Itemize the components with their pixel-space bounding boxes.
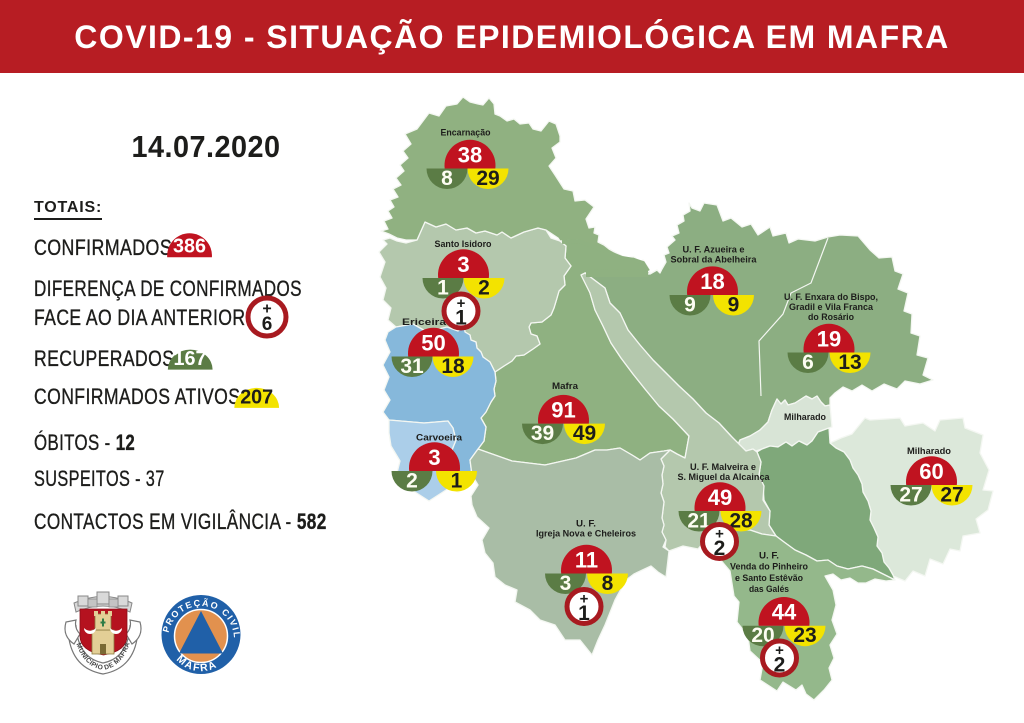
svg-text:8: 8 <box>441 167 453 190</box>
svg-text:91: 91 <box>551 398 575 423</box>
svg-text:Venda do Pinheiro: Venda do Pinheiro <box>730 562 808 573</box>
svg-text:1: 1 <box>455 307 467 330</box>
svg-text:60: 60 <box>919 459 943 484</box>
svg-text:39: 39 <box>531 422 554 445</box>
svg-text:23: 23 <box>793 624 816 647</box>
svg-text:1: 1 <box>437 277 449 300</box>
svg-text:do Rosário: do Rosário <box>808 312 854 323</box>
svg-text:19: 19 <box>817 327 841 352</box>
svg-text:2: 2 <box>406 470 418 493</box>
svg-text:21: 21 <box>687 510 711 533</box>
svg-text:Mafra: Mafra <box>552 381 579 392</box>
svg-text:Gradil e Vila Franca: Gradil e Vila Franca <box>789 302 874 313</box>
svg-text:3: 3 <box>428 445 440 470</box>
svg-text:Milharado: Milharado <box>784 412 826 422</box>
svg-text:Ericeira: Ericeira <box>402 317 447 328</box>
svg-text:+: + <box>715 526 724 543</box>
svg-text:3: 3 <box>457 252 469 277</box>
svg-text:13: 13 <box>838 351 861 374</box>
svg-text:20: 20 <box>751 624 774 647</box>
svg-text:9: 9 <box>728 294 740 317</box>
svg-text:386: 386 <box>173 236 206 258</box>
svg-text:49: 49 <box>708 485 732 510</box>
svg-text:29: 29 <box>476 167 499 190</box>
svg-text:18: 18 <box>441 355 465 378</box>
svg-text:3: 3 <box>560 572 572 595</box>
svg-text:Santo Isidoro: Santo Isidoro <box>435 239 492 250</box>
svg-text:27: 27 <box>899 484 922 507</box>
svg-text:e Santo Estêvão: e Santo Estêvão <box>735 573 803 584</box>
svg-text:+: + <box>262 301 271 318</box>
svg-text:6: 6 <box>262 314 273 335</box>
svg-text:S. Miguel da Alcainça: S. Miguel da Alcainça <box>678 472 771 483</box>
svg-text:167: 167 <box>174 348 207 370</box>
svg-text:11: 11 <box>575 548 598 573</box>
svg-text:U. F.: U. F. <box>576 519 596 530</box>
svg-text:Encarnação: Encarnação <box>441 128 491 139</box>
svg-text:50: 50 <box>421 331 445 356</box>
svg-text:das Galés: das Galés <box>749 584 789 595</box>
svg-text:44: 44 <box>772 600 797 625</box>
svg-text:28: 28 <box>729 510 753 533</box>
svg-text:Milharado: Milharado <box>907 446 951 457</box>
svg-text:38: 38 <box>458 143 482 168</box>
svg-text:1: 1 <box>451 470 463 493</box>
svg-text:2: 2 <box>774 654 786 677</box>
svg-text:U. F. Malveira e: U. F. Malveira e <box>690 462 756 473</box>
svg-text:9: 9 <box>684 294 696 317</box>
svg-text:U. F.: U. F. <box>759 551 779 562</box>
svg-text:49: 49 <box>573 422 596 445</box>
svg-text:+: + <box>580 591 589 608</box>
svg-text:1: 1 <box>578 602 590 625</box>
svg-text:6: 6 <box>802 351 814 374</box>
svg-text:U. F. Azueira e: U. F. Azueira e <box>683 245 745 256</box>
svg-text:+: + <box>457 295 466 312</box>
svg-text:+: + <box>775 642 784 659</box>
svg-text:8: 8 <box>602 572 614 595</box>
svg-text:Igreja Nova e Cheleiros: Igreja Nova e Cheleiros <box>536 529 636 540</box>
svg-text:31: 31 <box>400 355 424 378</box>
svg-text:207: 207 <box>240 387 273 409</box>
svg-text:U. F. Enxara do Bispo,: U. F. Enxara do Bispo, <box>784 292 878 303</box>
svg-text:Carvoeira: Carvoeira <box>416 433 463 444</box>
svg-text:27: 27 <box>940 484 963 507</box>
svg-text:2: 2 <box>478 277 490 300</box>
svg-text:2: 2 <box>714 537 726 560</box>
svg-text:18: 18 <box>700 269 724 294</box>
svg-text:Sobral da Abelheira: Sobral da Abelheira <box>671 255 758 266</box>
